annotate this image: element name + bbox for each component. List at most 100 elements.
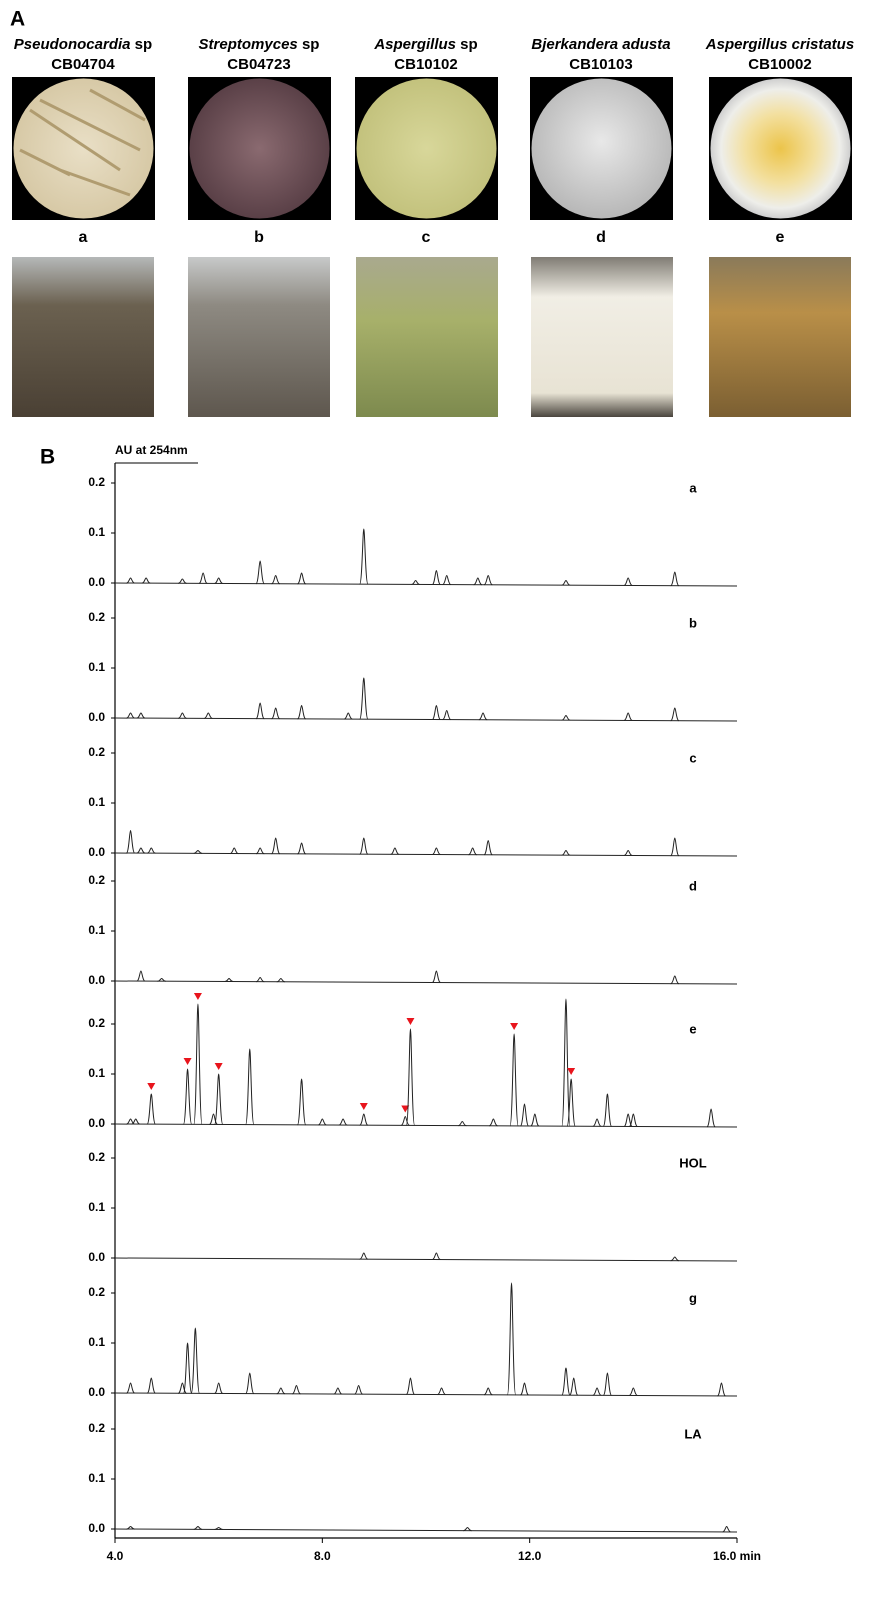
peak — [603, 1094, 611, 1126]
plate — [357, 79, 497, 219]
peak-marker — [147, 1083, 155, 1090]
peak — [624, 851, 632, 856]
baseline — [115, 1393, 737, 1396]
x-tick-label: 16.0 min — [713, 1549, 761, 1563]
strain-name: Aspergillus cristatus — [705, 36, 854, 53]
peak — [507, 1283, 515, 1395]
peak — [443, 711, 451, 720]
peak — [432, 706, 440, 720]
peak — [147, 1094, 155, 1124]
y-tick-label: 0.0 — [88, 1116, 105, 1130]
peak — [603, 1373, 611, 1395]
y-tick-label: 0.0 — [88, 973, 105, 987]
peak — [624, 578, 632, 585]
peak — [272, 838, 280, 854]
peak — [474, 578, 482, 585]
y-tick-label: 0.1 — [88, 1335, 105, 1349]
peak — [484, 1388, 492, 1395]
x-tick-label: 4.0 — [107, 1549, 124, 1563]
strain-letter: a — [79, 229, 88, 246]
peak — [562, 716, 570, 721]
strain-code: CB10002 — [748, 56, 811, 73]
peak — [297, 706, 305, 719]
peak-marker — [510, 1023, 518, 1030]
peak — [215, 1383, 223, 1394]
peak-marker — [194, 993, 202, 1000]
peak — [215, 578, 223, 584]
strain-code: CB10102 — [394, 56, 457, 73]
peak — [183, 1343, 191, 1393]
peak — [489, 1119, 497, 1126]
peak — [432, 848, 440, 855]
peak — [717, 1383, 725, 1396]
trace-label: c — [689, 750, 696, 765]
strain-letter: d — [596, 229, 606, 246]
peak — [401, 1117, 409, 1126]
peak — [297, 843, 305, 854]
rank: sp — [135, 36, 153, 53]
peak — [204, 713, 212, 718]
y-tick-label: 0.1 — [88, 660, 105, 674]
peak — [562, 1368, 570, 1395]
plate — [532, 79, 672, 219]
peak — [137, 713, 145, 718]
peak — [593, 1388, 601, 1395]
rank: sp — [302, 36, 320, 53]
peak — [671, 1257, 679, 1261]
peak-marker — [406, 1018, 414, 1025]
peak — [360, 529, 368, 584]
y-tick-label: 0.1 — [88, 1200, 105, 1214]
x-tick-label: 8.0 — [314, 1549, 331, 1563]
strain-name: Streptomyces sp — [199, 36, 320, 53]
peak — [318, 1119, 326, 1125]
peak — [339, 1119, 347, 1125]
peak — [334, 1388, 342, 1394]
peak — [531, 1114, 539, 1126]
trace-label: d — [689, 878, 697, 893]
photo-plates — [12, 77, 852, 220]
peak — [671, 708, 679, 721]
y-tick-label: 0.2 — [88, 1285, 105, 1299]
peak — [432, 1253, 440, 1260]
panel-label: B — [40, 446, 55, 469]
peak — [629, 1388, 637, 1396]
y-tick-label: 0.2 — [88, 873, 105, 887]
strain-code: CB04723 — [227, 56, 290, 73]
y-tick-label: 0.1 — [88, 525, 105, 539]
trace-label: HOL — [679, 1155, 707, 1170]
jar-photo — [531, 257, 673, 417]
peak — [344, 713, 352, 719]
peak — [469, 848, 477, 855]
baseline — [115, 583, 737, 586]
peak — [360, 1114, 368, 1125]
peak — [297, 1079, 305, 1125]
jar-photos — [12, 257, 851, 417]
peak — [671, 572, 679, 586]
strain-name: Aspergillus sp — [373, 36, 477, 53]
y-tick-label: 0.2 — [88, 1016, 105, 1030]
peak — [178, 579, 186, 583]
genus: Aspergillus — [373, 36, 456, 53]
peak-marker — [360, 1103, 368, 1110]
peak — [624, 713, 632, 720]
peak — [246, 1373, 254, 1394]
peak — [230, 848, 238, 854]
strain-letter: b — [254, 229, 264, 246]
peak — [256, 703, 264, 719]
y-tick-label: 0.1 — [88, 795, 105, 809]
peak — [484, 841, 492, 855]
baseline — [115, 1124, 737, 1127]
y-tick-label: 0.1 — [88, 1066, 105, 1080]
baseline — [115, 853, 737, 856]
peak — [292, 1386, 300, 1394]
peak — [126, 831, 134, 854]
peak — [256, 561, 264, 584]
peak — [520, 1104, 528, 1126]
peak — [297, 573, 305, 584]
peak-marker — [215, 1063, 223, 1070]
peak-marker — [184, 1058, 192, 1065]
baseline — [115, 981, 737, 984]
strain-code: CB04704 — [51, 56, 115, 73]
peak — [629, 1114, 637, 1127]
jar-photo — [356, 257, 498, 417]
